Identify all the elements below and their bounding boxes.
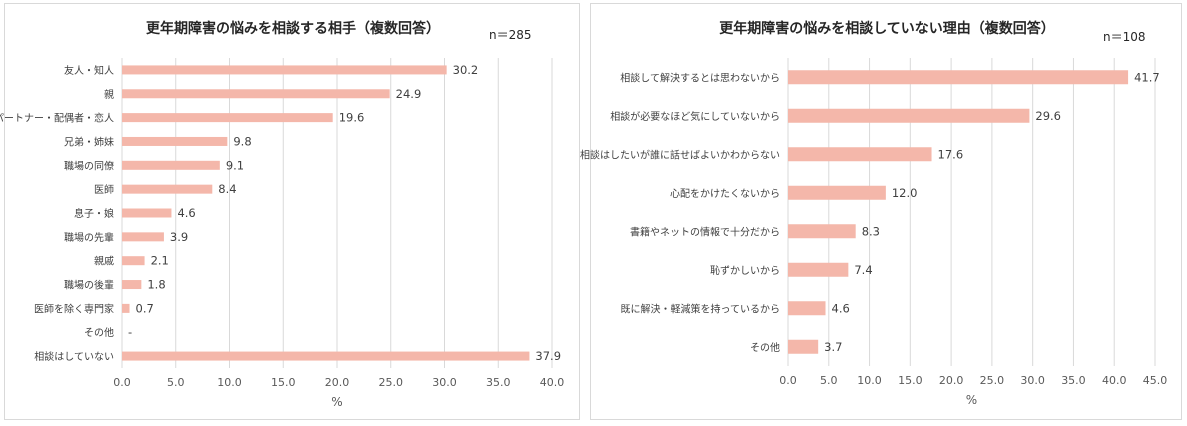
category-label: 既に解決・軽減策を持っているから [621, 302, 781, 315]
data-label: 19.6 [339, 111, 365, 125]
bar [788, 262, 849, 277]
bar [122, 280, 142, 290]
data-label: 41.7 [1134, 70, 1160, 84]
x-tick-label: 35.0 [1061, 374, 1086, 387]
data-label: 7.4 [854, 263, 872, 277]
bar [122, 89, 390, 99]
data-label: 30.2 [453, 63, 479, 77]
x-tick-label: 30.0 [432, 376, 457, 389]
x-tick-label: 0.0 [779, 374, 797, 387]
x-tick-label: 20.0 [939, 374, 964, 387]
category-label: 職場の先輩 [64, 231, 114, 244]
bar [788, 108, 1030, 123]
category-label: 兄弟・姉妹 [64, 135, 114, 148]
x-tick-label: 10.0 [217, 376, 242, 389]
x-tick-label: 25.0 [379, 376, 404, 389]
bar-chart-left: 0.0 5.0 10.0 15.0 20.0 25.0 30.0 35.0 40.0% 友人・知人… [0, 58, 565, 409]
bar [788, 224, 856, 239]
chart-title: 更年期障害の悩みを相談していない理由（複数回答） [719, 21, 1055, 37]
category-label: 相談して解決するとは思わないから [620, 71, 780, 84]
category-label: 職場の同僚 [64, 159, 114, 172]
x-tick-label: 30.0 [1020, 374, 1045, 387]
data-label: 9.1 [226, 158, 244, 172]
category-label: 相談はしたいが誰に話せばよいかわからない [580, 148, 780, 161]
category-label: 息子・娘 [74, 207, 114, 220]
data-label: 8.3 [862, 224, 880, 238]
data-label: 4.6 [832, 301, 850, 315]
sample-size-note: n＝285 [489, 28, 532, 42]
data-label: 3.9 [170, 230, 188, 244]
x-tick-label: 40.0 [540, 376, 565, 389]
chart-panel-left: 更年期障害の悩みを相談する相手（複数回答） n＝285 0.0 5.0 10.0 15… [0, 3, 580, 420]
category-label: 職場の後輩 [64, 279, 114, 292]
bar [788, 339, 819, 354]
x-tick-label: 45.0 [1143, 374, 1168, 387]
category-label: 心配をかけたくないから [670, 188, 780, 200]
category-label: 恥ずかしいから [710, 265, 780, 277]
data-label: 29.6 [1035, 109, 1061, 123]
bar [788, 301, 826, 316]
chart-panel-right: 更年期障害の悩みを相談していない理由（複数回答） n＝108 0.0 5.0 10.… [580, 3, 1182, 420]
x-tick-label: 5.0 [167, 376, 185, 389]
category-label: その他 [84, 326, 114, 339]
data-label: 17.6 [938, 147, 964, 161]
bar [122, 65, 447, 75]
category-label: 親 [104, 88, 114, 101]
bar [122, 303, 130, 313]
x-tick-label: 15.0 [271, 376, 296, 389]
x-tick-label: 15.0 [898, 374, 923, 387]
chart-title: 更年期障害の悩みを相談する相手（複数回答） [146, 21, 440, 37]
x-tick-label: 40.0 [1102, 374, 1127, 387]
data-label: 1.8 [147, 278, 165, 292]
bar [788, 70, 1129, 85]
data-label: 3.7 [824, 340, 842, 354]
x-tick-label: 10.0 [857, 374, 882, 387]
data-label: 8.4 [218, 182, 236, 196]
bar-chart-right: 0.0 5.0 10.0 15.0 20.0 25.0 30.0 35.0 40.0 45.0% 相… [580, 58, 1168, 407]
category-label: パートナー・配偶者・恋人 [0, 112, 114, 125]
bar [122, 351, 530, 361]
data-label: 4.6 [177, 206, 195, 220]
data-label: 0.7 [136, 301, 154, 315]
x-tick-label: 35.0 [486, 376, 511, 389]
sample-size-note: n＝108 [1103, 30, 1146, 44]
category-label: 親戚 [94, 255, 114, 268]
bar [122, 232, 164, 242]
category-label: 友人・知人 [64, 64, 114, 77]
category-label: その他 [750, 341, 780, 354]
category-label: 書籍やネットの情報で十分だから [630, 225, 780, 238]
data-label: 9.8 [233, 134, 251, 148]
x-axis-title: % [966, 393, 977, 407]
data-label: 37.9 [535, 349, 561, 363]
bar [122, 160, 220, 170]
category-label: 医師を除く専門家 [34, 302, 114, 315]
bar [122, 208, 172, 218]
category-label: 医師 [94, 183, 114, 196]
bar [788, 185, 886, 200]
bar [788, 147, 932, 162]
data-label: 2.1 [151, 254, 169, 268]
x-tick-label: 25.0 [980, 374, 1005, 387]
bar [122, 184, 213, 194]
category-label: 相談はしていない [34, 350, 114, 363]
bar [122, 113, 333, 123]
data-label: - [128, 325, 132, 339]
data-label: 24.9 [396, 87, 422, 101]
x-tick-label: 0.0 [113, 376, 131, 389]
bar [122, 136, 228, 146]
x-axis-title: % [331, 395, 342, 409]
x-tick-label: 5.0 [820, 374, 838, 387]
data-label: 12.0 [892, 186, 918, 200]
x-tick-label: 20.0 [325, 376, 350, 389]
category-label: 相談が必要なほど気にしていないから [610, 110, 780, 123]
bar [122, 256, 145, 266]
